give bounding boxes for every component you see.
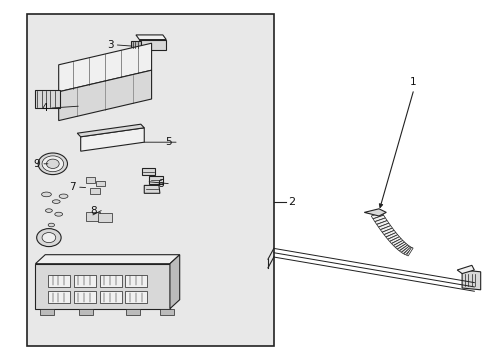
Polygon shape — [376, 221, 388, 227]
Bar — [90, 188, 100, 194]
Bar — [98, 213, 112, 222]
Polygon shape — [144, 185, 160, 193]
Polygon shape — [380, 226, 391, 232]
Polygon shape — [59, 43, 151, 92]
Polygon shape — [59, 70, 151, 121]
Bar — [35, 90, 60, 108]
Polygon shape — [170, 255, 180, 309]
Bar — [35, 264, 170, 309]
Polygon shape — [395, 242, 406, 249]
Ellipse shape — [48, 223, 54, 227]
Polygon shape — [364, 209, 386, 216]
Polygon shape — [382, 228, 393, 235]
Polygon shape — [389, 237, 400, 243]
Polygon shape — [403, 247, 411, 255]
Text: 7: 7 — [69, 182, 76, 192]
Text: 5: 5 — [165, 137, 172, 147]
Polygon shape — [142, 168, 155, 175]
Bar — [99, 274, 121, 287]
Bar — [47, 291, 69, 303]
Polygon shape — [139, 40, 166, 50]
Circle shape — [37, 229, 61, 247]
Ellipse shape — [45, 209, 52, 212]
Polygon shape — [81, 128, 144, 151]
Text: 9: 9 — [33, 159, 40, 169]
Polygon shape — [35, 255, 180, 264]
Bar — [96, 181, 104, 186]
Bar — [73, 291, 95, 303]
Polygon shape — [397, 244, 407, 251]
Bar — [130, 41, 141, 48]
Bar — [99, 291, 121, 303]
Polygon shape — [399, 245, 408, 252]
Text: 6: 6 — [157, 179, 164, 189]
Polygon shape — [372, 215, 385, 221]
Ellipse shape — [41, 192, 51, 197]
Polygon shape — [370, 212, 383, 219]
Bar — [79, 309, 93, 315]
Text: 1: 1 — [409, 77, 416, 87]
Polygon shape — [378, 223, 390, 230]
Polygon shape — [406, 247, 412, 256]
Text: 3: 3 — [106, 40, 113, 50]
Bar — [125, 274, 147, 287]
Circle shape — [42, 156, 63, 172]
Bar — [85, 212, 100, 221]
Polygon shape — [385, 233, 397, 239]
Polygon shape — [393, 240, 404, 247]
Bar — [40, 309, 54, 315]
Polygon shape — [391, 239, 402, 246]
Circle shape — [38, 153, 67, 175]
Polygon shape — [77, 124, 144, 137]
Bar — [160, 309, 174, 315]
Polygon shape — [456, 265, 473, 274]
Polygon shape — [374, 218, 386, 224]
Text: 4: 4 — [41, 103, 48, 113]
Polygon shape — [461, 270, 480, 290]
Text: 8: 8 — [90, 206, 97, 216]
Bar — [27, 14, 273, 346]
Circle shape — [42, 233, 56, 243]
Polygon shape — [387, 235, 399, 241]
Bar — [73, 274, 95, 287]
Text: 2: 2 — [288, 197, 295, 207]
Bar — [47, 274, 69, 287]
Bar — [85, 177, 95, 183]
Ellipse shape — [59, 194, 68, 198]
Bar — [126, 309, 140, 315]
Bar — [125, 291, 147, 303]
Polygon shape — [401, 246, 410, 254]
Polygon shape — [383, 230, 395, 237]
Polygon shape — [136, 35, 166, 40]
Ellipse shape — [52, 200, 60, 203]
Polygon shape — [149, 176, 163, 184]
Circle shape — [46, 159, 59, 168]
Ellipse shape — [55, 212, 62, 216]
